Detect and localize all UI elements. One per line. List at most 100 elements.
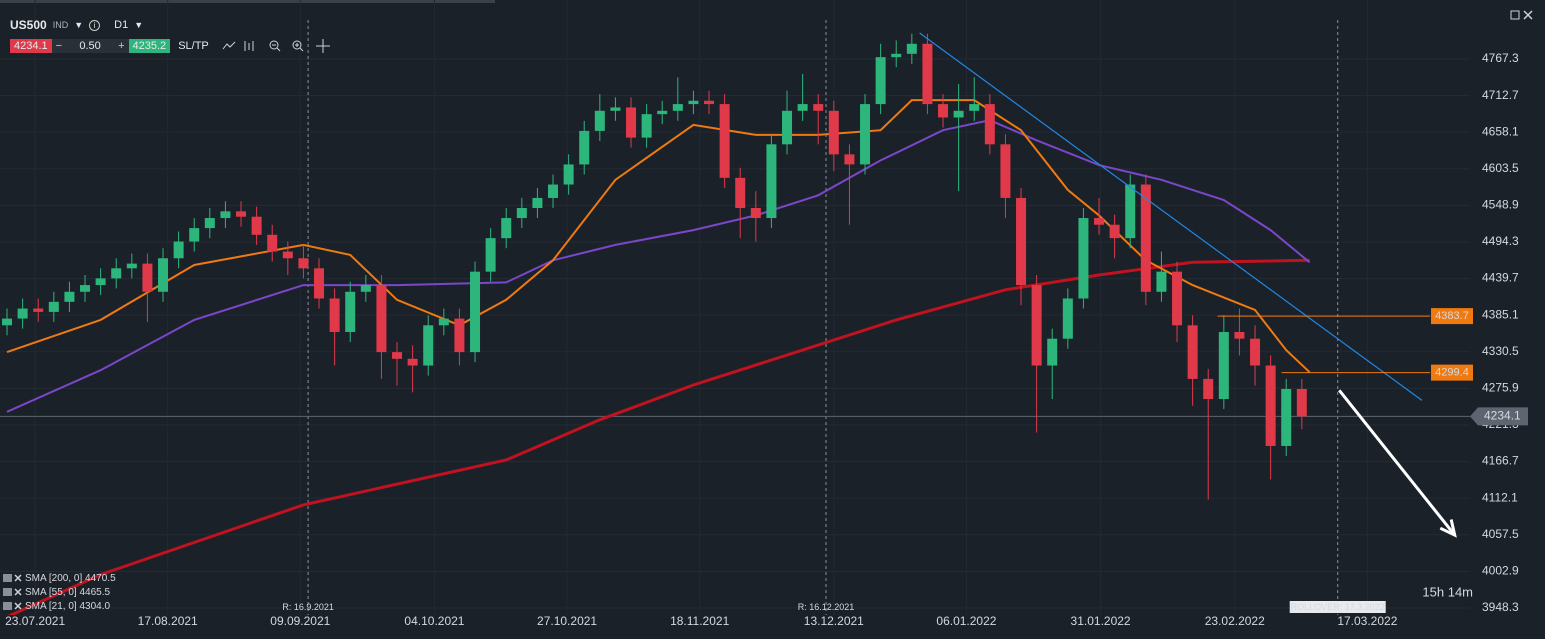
candle-body bbox=[1187, 325, 1198, 379]
minus[interactable]: − bbox=[51, 39, 67, 53]
candle-body bbox=[626, 107, 637, 138]
candle-body bbox=[938, 104, 949, 118]
sltp[interactable]: SL/TP bbox=[178, 40, 209, 52]
legend-icon bbox=[3, 588, 12, 596]
candle-body bbox=[17, 308, 28, 319]
x-tick-label: 27.10.2021 bbox=[537, 614, 597, 628]
maximize-icon[interactable] bbox=[1510, 10, 1520, 20]
arrow-shaft bbox=[1338, 389, 1456, 537]
arrow-head bbox=[1439, 519, 1457, 538]
candle-body bbox=[1062, 298, 1073, 339]
candle-body bbox=[953, 110, 964, 118]
buy-price[interactable]: 4235.2 bbox=[128, 39, 171, 53]
dropdown-icon[interactable]: ▼ bbox=[134, 20, 144, 30]
x-tick-label: 31.01.2022 bbox=[1071, 614, 1131, 628]
y-tick-label: 4658.1 bbox=[1482, 124, 1519, 138]
candle-body bbox=[782, 110, 793, 145]
candle-body bbox=[766, 144, 777, 219]
candle-body bbox=[641, 114, 652, 138]
legend-remove bbox=[14, 602, 22, 610]
sma-line bbox=[6, 119, 1311, 413]
y-tick-label: 4603.5 bbox=[1482, 161, 1519, 175]
candle-body bbox=[1203, 378, 1214, 400]
y-tick-label: 3948.3 bbox=[1482, 600, 1519, 614]
y-tick-label: 4712.7 bbox=[1482, 88, 1519, 102]
legend-entry: SMA [200, 0] 4470.5 bbox=[25, 573, 116, 584]
tool-icons[interactable] bbox=[221, 39, 341, 53]
candle-body bbox=[813, 104, 824, 111]
close-icon[interactable] bbox=[1523, 10, 1533, 20]
candle-body bbox=[579, 130, 590, 165]
legend-name: SMA [200, 0] bbox=[25, 573, 82, 584]
candle-body bbox=[516, 207, 527, 219]
candle-body bbox=[1265, 365, 1276, 446]
candle-body bbox=[563, 164, 574, 185]
candle-body bbox=[1218, 331, 1229, 400]
x-tick-label: 23.07.2021 bbox=[5, 614, 65, 628]
candle-body bbox=[95, 278, 106, 286]
price-axis-bg bbox=[1470, 0, 1545, 639]
legend-entry: SMA [21, 0] 4304.0 bbox=[25, 601, 111, 612]
y-tick-label: 4057.5 bbox=[1482, 527, 1519, 541]
y-tick-label: 4439.7 bbox=[1482, 271, 1519, 285]
candle-body bbox=[1078, 218, 1089, 299]
current-price-label: 4234.1 bbox=[1484, 409, 1521, 423]
candle-body bbox=[142, 263, 153, 292]
candle-body bbox=[220, 211, 231, 219]
candle-body bbox=[735, 177, 746, 208]
candle-body bbox=[329, 298, 340, 332]
y-tick-label: 4166.7 bbox=[1482, 454, 1519, 468]
info-icon[interactable]: i bbox=[89, 19, 101, 31]
candle-body bbox=[126, 263, 137, 269]
y-tick-label: 4494.3 bbox=[1482, 234, 1519, 248]
candle-body bbox=[64, 291, 75, 302]
timeframe[interactable]: D1 bbox=[114, 19, 129, 31]
candle-body bbox=[875, 57, 886, 105]
marker-label-bg bbox=[1289, 601, 1386, 613]
x-tick-label: 06.01.2022 bbox=[936, 614, 996, 628]
candle-body bbox=[1047, 338, 1058, 366]
candle-body bbox=[1094, 218, 1105, 225]
candle-body bbox=[672, 104, 683, 111]
x-tick-label: 17.03.2022 bbox=[1337, 614, 1397, 628]
candle-body bbox=[111, 268, 122, 279]
candle-body bbox=[501, 218, 512, 239]
plus[interactable]: + bbox=[114, 39, 129, 53]
candle-body bbox=[750, 207, 761, 219]
candle-body bbox=[704, 100, 715, 105]
candle-body bbox=[392, 352, 403, 359]
candle-body bbox=[906, 43, 917, 54]
candle-body bbox=[1234, 331, 1245, 339]
candle-body bbox=[984, 104, 995, 145]
level-label: 4383.7 bbox=[1435, 310, 1469, 322]
candle-body bbox=[1140, 184, 1151, 292]
x-tick-label: 18.11.2021 bbox=[670, 614, 729, 628]
candle-body bbox=[844, 154, 855, 165]
candle-body bbox=[454, 318, 465, 353]
candle-body bbox=[532, 197, 543, 208]
symbol[interactable]: US500 bbox=[10, 18, 47, 32]
sell-price[interactable]: 4234.1 bbox=[10, 39, 52, 53]
candle-body bbox=[33, 308, 44, 312]
candle-body bbox=[828, 110, 839, 155]
level-tag bbox=[1431, 364, 1473, 381]
dropdown-icon[interactable]: ▼ bbox=[74, 20, 84, 30]
x-tick-label: 04.10.2021 bbox=[404, 614, 464, 628]
current-price-tag bbox=[1470, 407, 1528, 426]
candle-body bbox=[688, 100, 699, 105]
candle-body bbox=[891, 53, 902, 58]
volume[interactable]: 0.50 bbox=[66, 39, 115, 53]
candle-body bbox=[345, 291, 356, 332]
candle-body bbox=[48, 301, 59, 312]
legend-value: 4304.0 bbox=[79, 601, 110, 612]
legend-remove bbox=[14, 574, 22, 582]
candle-body bbox=[1156, 271, 1167, 292]
candle-body bbox=[2, 318, 13, 326]
legend-value: 4465.5 bbox=[79, 587, 110, 598]
candle-body bbox=[797, 104, 808, 111]
candle-body bbox=[438, 318, 449, 326]
candle-body bbox=[1016, 197, 1027, 286]
top-bar bbox=[0, 0, 495, 3]
y-tick-label: 4330.5 bbox=[1482, 344, 1519, 358]
candle-body bbox=[251, 216, 262, 235]
